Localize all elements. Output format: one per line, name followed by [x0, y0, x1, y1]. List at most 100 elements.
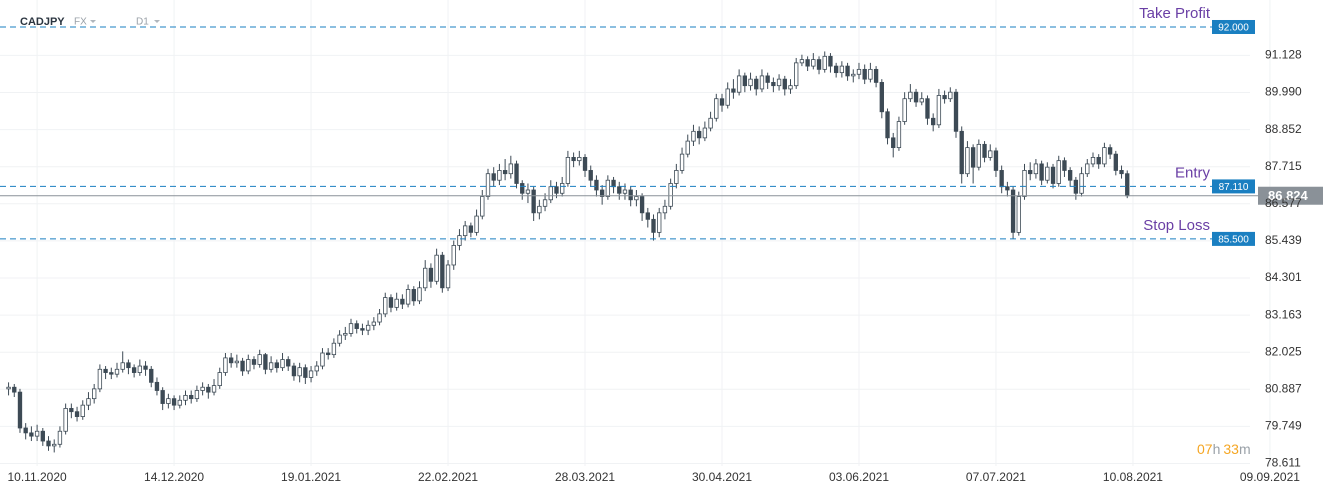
- level-box: [1212, 179, 1255, 194]
- candle-body: [23, 427, 28, 434]
- candle-body: [805, 59, 810, 67]
- candle-body: [851, 73, 856, 77]
- candle-body: [120, 362, 125, 370]
- countdown-hours: 07: [1197, 441, 1213, 457]
- candle-body: [6, 386, 11, 390]
- candle-body: [411, 289, 416, 302]
- x-tick-label: 07.07.2021: [966, 470, 1026, 484]
- candle-body: [577, 156, 582, 162]
- candle-body: [326, 352, 331, 356]
- candle-body: [63, 408, 68, 432]
- candle-body: [29, 432, 34, 437]
- candle-body: [154, 381, 160, 391]
- candle-body: [1125, 173, 1130, 197]
- candle-body: [873, 68, 879, 83]
- candle-body: [451, 245, 456, 266]
- candle-body: [771, 82, 776, 87]
- candle-body: [268, 362, 274, 370]
- countdown: 07h 33m: [1197, 441, 1251, 457]
- candle-body: [571, 156, 576, 162]
- y-tick-label: 88.852: [1265, 122, 1302, 136]
- candle-body: [491, 173, 496, 181]
- candle-body: [388, 297, 394, 308]
- candle-body: [982, 143, 987, 158]
- dropdown-arrow[interactable]: [90, 20, 96, 23]
- candle-body: [862, 68, 867, 80]
- candle-body: [217, 372, 222, 387]
- candle-body: [502, 170, 508, 175]
- candle-body: [394, 298, 399, 308]
- candle-body: [297, 367, 302, 377]
- candle-body: [582, 156, 588, 171]
- candle-body: [1102, 147, 1107, 165]
- candle-body: [868, 68, 873, 80]
- candle-body: [902, 98, 907, 122]
- candle-body: [948, 91, 953, 100]
- last-price-box: [1258, 186, 1323, 205]
- x-tick-label: 28.03.2021: [555, 470, 615, 484]
- candle-body: [354, 323, 359, 329]
- candle-body: [782, 78, 787, 90]
- candle-body: [1090, 156, 1096, 165]
- candle-body: [565, 156, 571, 184]
- candle-body: [662, 205, 668, 214]
- candle-body: [1033, 163, 1039, 175]
- candle-body: [708, 117, 713, 129]
- candle-body: [976, 143, 982, 168]
- candle-body: [759, 75, 765, 90]
- candle-body: [896, 121, 902, 149]
- candle-body: [74, 411, 80, 417]
- candle-body: [674, 170, 679, 184]
- candle-body: [160, 390, 165, 404]
- candle-body: [228, 357, 234, 364]
- candle-body: [206, 386, 211, 393]
- candle-body: [891, 137, 896, 149]
- candle-body: [657, 212, 662, 233]
- candle-body: [691, 130, 696, 142]
- candle-body: [371, 321, 377, 326]
- symbol[interactable]: CADJPY: [20, 16, 65, 28]
- y-tick-label: 80.887: [1265, 381, 1302, 395]
- candle-body: [474, 215, 479, 233]
- x-tick-label: 19.01.2021: [281, 470, 341, 484]
- candle-body: [400, 298, 405, 305]
- level-name: Entry: [1175, 164, 1211, 181]
- candle-body: [1005, 186, 1010, 191]
- dropdown-arrow[interactable]: [154, 20, 160, 23]
- candle-body: [177, 399, 182, 406]
- candle-body: [748, 78, 753, 87]
- market[interactable]: FX: [74, 17, 87, 28]
- candle-body: [126, 362, 131, 369]
- candle-body: [166, 398, 171, 404]
- candle-body: [514, 163, 519, 184]
- y-tick-label: 85.439: [1265, 233, 1302, 247]
- candle-body: [40, 430, 45, 442]
- candle-body: [92, 388, 97, 400]
- level-box: [1212, 231, 1255, 246]
- candle-body: [508, 163, 513, 175]
- candle-body: [183, 394, 188, 401]
- candle-body: [599, 189, 605, 197]
- candle-body: [605, 179, 611, 197]
- grid: [0, 0, 1271, 466]
- candle-body: [462, 225, 468, 237]
- candle-body: [1085, 163, 1090, 175]
- countdown-minutes-unit: m: [1239, 441, 1251, 457]
- candle-body: [291, 365, 297, 377]
- candle-body: [46, 440, 51, 447]
- candle-body: [314, 365, 319, 372]
- candle-body: [913, 91, 919, 103]
- candle-body: [251, 359, 257, 365]
- timeframe[interactable]: D1: [136, 17, 149, 28]
- candle-body: [714, 98, 719, 119]
- candle-body: [457, 235, 462, 246]
- candle-body: [936, 95, 942, 126]
- candle-body: [331, 342, 337, 356]
- candle-body: [736, 75, 742, 93]
- candle-body: [485, 173, 491, 197]
- candle-body: [383, 297, 388, 315]
- candle-body: [999, 170, 1004, 188]
- candle-body: [702, 127, 708, 139]
- level-value-label: 87.110: [1219, 182, 1249, 193]
